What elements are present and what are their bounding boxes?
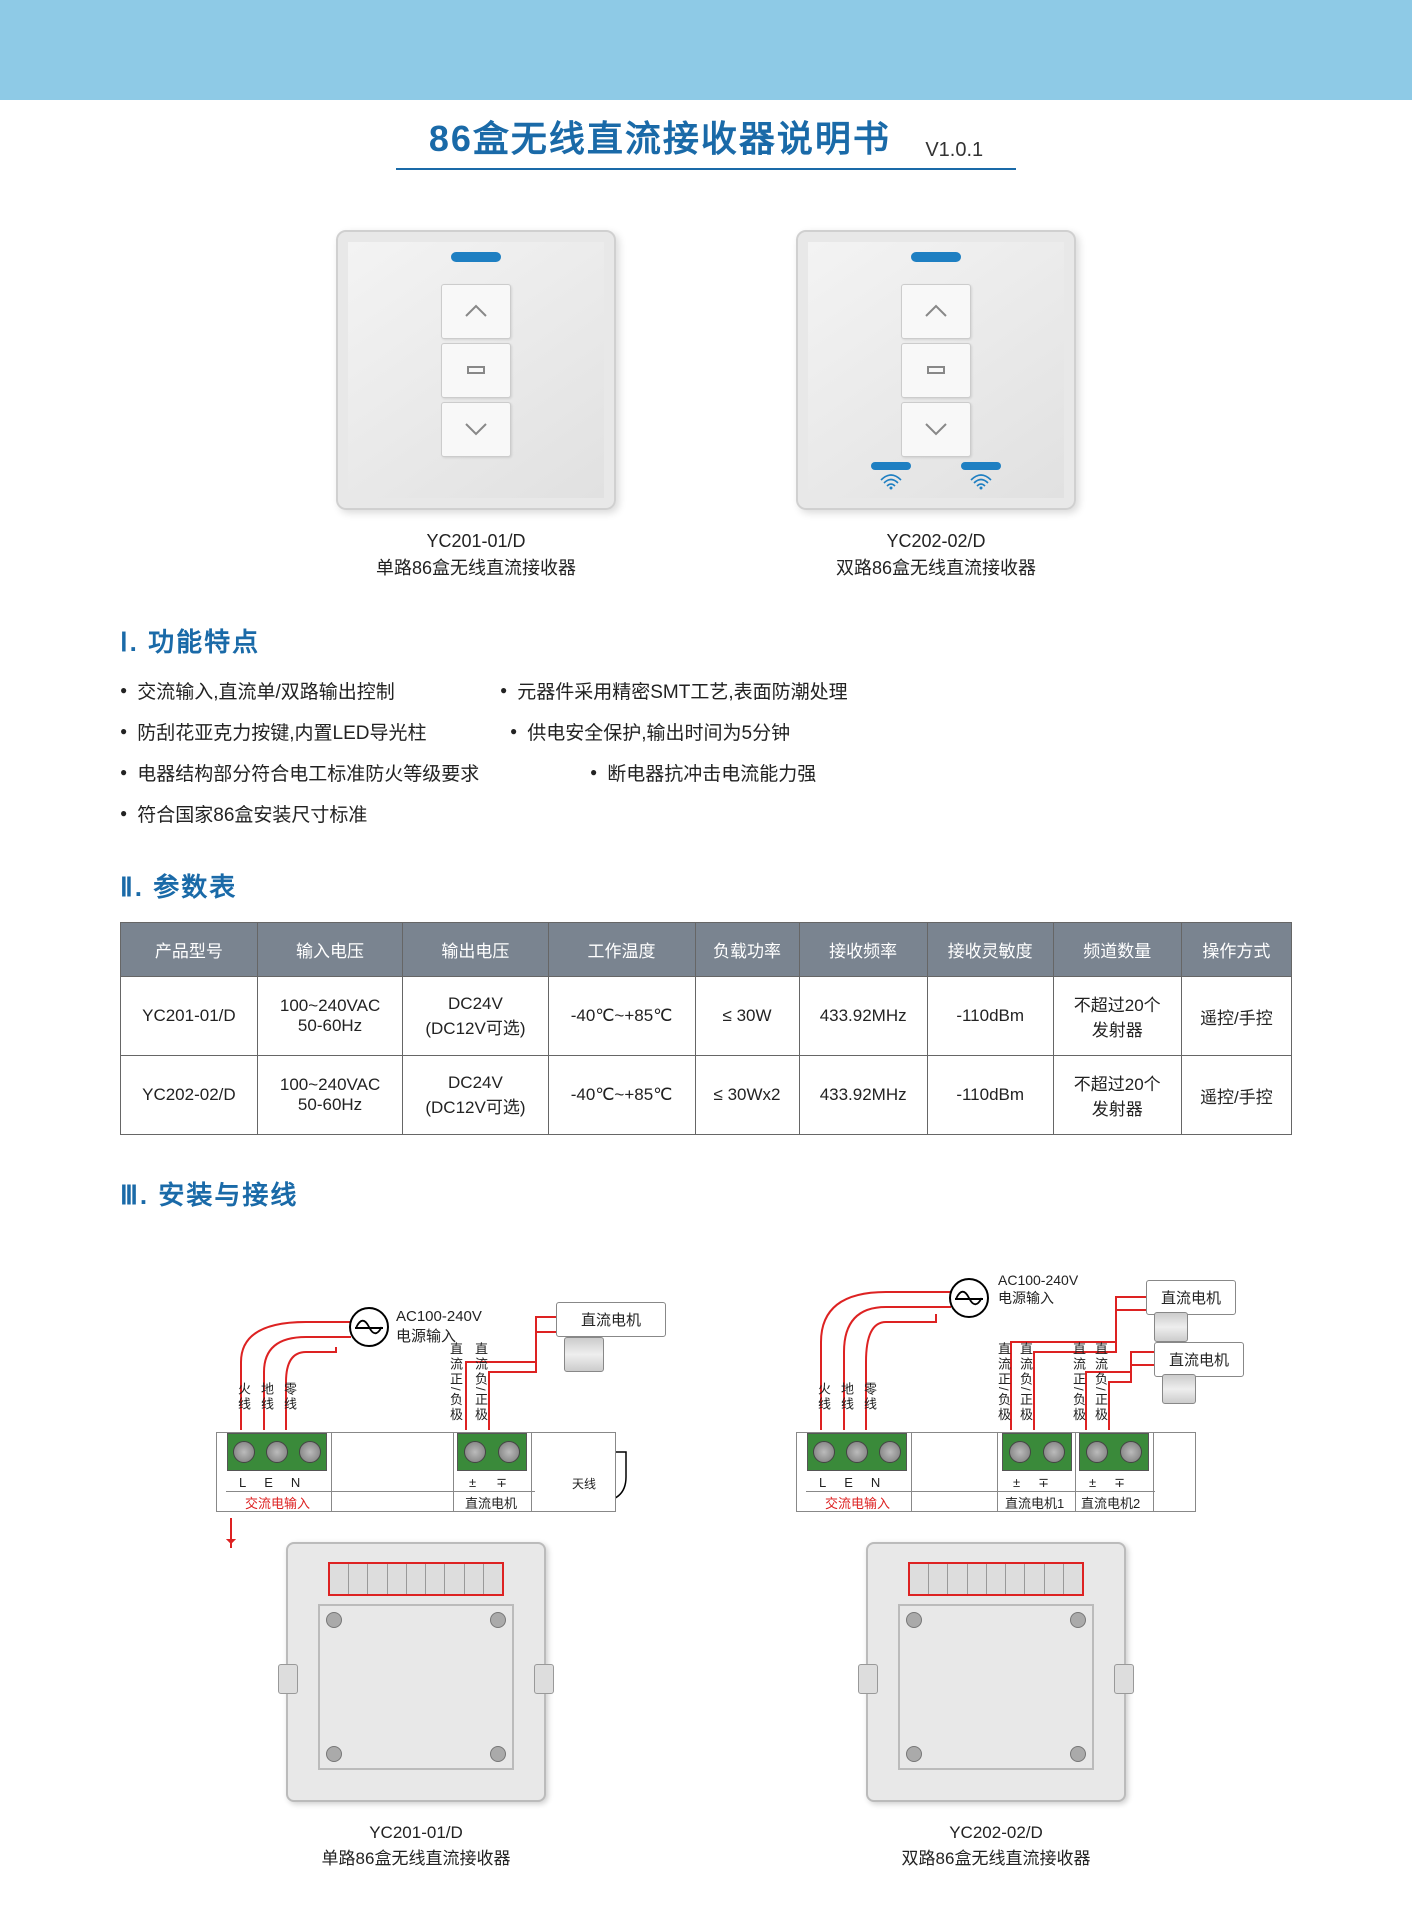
spec-cell: -110dBm	[927, 1056, 1053, 1135]
section-spec: Ⅱ. 参数表 产品型号输入电压输出电压工作温度负载功率接收频率接收灵敏度频道数量…	[0, 867, 1412, 1135]
header-bar	[0, 0, 1412, 100]
feature-item: 元器件采用精密SMT工艺,表面防潮处理	[500, 677, 920, 704]
led-indicator	[911, 252, 961, 262]
motor-label-box: 直流电机	[556, 1302, 666, 1337]
spec-header: 输入电压	[257, 923, 403, 977]
spec-row: YC201-01/D100~240VAC 50-60HzDC24V (DC12V…	[121, 977, 1292, 1056]
feature-item: 防刮花亚克力按键,内置LED导光柱	[120, 718, 460, 745]
product-model-1: YC201-01/D	[336, 528, 616, 555]
dc-output-strip	[457, 1433, 527, 1471]
led-indicator	[451, 252, 501, 262]
switch-panel-dual	[796, 230, 1076, 510]
spec-cell: 100~240VAC 50-60Hz	[257, 1056, 403, 1135]
spec-cell: 遥控/手控	[1181, 977, 1291, 1056]
ac-source-icon	[349, 1307, 389, 1347]
feature-item: 供电安全保护,输出时间为5分钟	[510, 718, 840, 745]
box-back-dual	[866, 1542, 1126, 1802]
feature-item: 断电器抗冲击电流能力强	[590, 759, 930, 786]
spec-cell: YC201-01/D	[121, 977, 258, 1056]
down-button	[441, 402, 511, 457]
wifi-indicators	[871, 462, 1001, 490]
wiring-dual: AC100-240V 电源输入 直流电机 直流电机 火线 地线 零线 直流正/负…	[766, 1242, 1226, 1871]
spec-cell: -40℃~+85℃	[548, 977, 695, 1056]
spec-cell: 100~240VAC 50-60Hz	[257, 977, 403, 1056]
wiring-desc-2: 双路86盒无线直流接收器	[766, 1846, 1226, 1872]
motor-icon	[564, 1337, 604, 1372]
feature-item: 电器结构部分符合电工标准防火等级要求	[120, 759, 540, 786]
motor1-icon	[1154, 1312, 1188, 1342]
up-button	[441, 284, 511, 339]
ac-label: AC100-240V 电源输入	[396, 1308, 482, 1346]
motor2-icon	[1162, 1374, 1196, 1404]
products-row: YC201-01/D 单路86盒无线直流接收器 YC202-02/D 双路	[0, 230, 1412, 582]
switch-panel-single	[336, 230, 616, 510]
product-desc-1: 单路86盒无线直流接收器	[336, 555, 616, 582]
spec-cell: 433.92MHz	[799, 977, 927, 1056]
vline-pos: 直流正/负极	[446, 1342, 465, 1423]
ac-input-strip	[227, 1433, 327, 1471]
wifi-icon	[880, 474, 902, 490]
product-dual: YC202-02/D 双路86盒无线直流接收器	[796, 230, 1076, 582]
spec-row: YC202-02/D100~240VAC 50-60HzDC24V (DC12V…	[121, 1056, 1292, 1135]
stop-button	[441, 343, 511, 398]
product-model-2: YC202-02/D	[796, 528, 1076, 555]
antenna-label: 天线	[572, 1475, 596, 1492]
spec-cell: DC24V (DC12V可选)	[403, 1056, 548, 1135]
ac-source-icon	[949, 1278, 989, 1318]
spec-header: 频道数量	[1053, 923, 1181, 977]
connector-arrow	[230, 1518, 232, 1548]
page-title: 86盒无线直流接收器说明书	[429, 110, 891, 162]
product-single: YC201-01/D 单路86盒无线直流接收器	[336, 230, 616, 582]
spec-cell: DC24V (DC12V可选)	[403, 977, 548, 1056]
title-underline	[396, 168, 1016, 170]
spec-header: 工作温度	[548, 923, 695, 977]
up-button	[901, 284, 971, 339]
motor1-box: 直流电机	[1146, 1280, 1236, 1315]
ac-label-2: AC100-240V 电源输入	[998, 1272, 1078, 1308]
ac-in-label: 交流电输入	[245, 1493, 310, 1512]
spec-cell: 遥控/手控	[1181, 1056, 1291, 1135]
spec-cell: 不超过20个 发射器	[1053, 977, 1181, 1056]
spec-header: 产品型号	[121, 923, 258, 977]
wiring-model-2: YC202-02/D	[766, 1820, 1226, 1846]
down-button	[901, 402, 971, 457]
wiring-model-1: YC201-01/D	[186, 1820, 646, 1846]
wifi-icon	[970, 474, 992, 490]
feature-item: 交流输入,直流单/双路输出控制	[120, 677, 450, 704]
spec-cell: 不超过20个 发射器	[1053, 1056, 1181, 1135]
spec-table: 产品型号输入电压输出电压工作温度负载功率接收频率接收灵敏度频道数量操作方式 YC…	[120, 922, 1292, 1135]
spec-cell: ≤ 30W	[695, 977, 799, 1056]
vline-L: 火线	[234, 1382, 253, 1412]
wiring-single: AC100-240V 电源输入 直流电机 火线 地线 零线 直流正/负极 直流负…	[186, 1242, 646, 1871]
spec-cell: ≤ 30Wx2	[695, 1056, 799, 1135]
spec-header: 接收频率	[799, 923, 927, 977]
terminal-block-dual: LEN ±∓ ±∓ 交流电输入 直流电机1 直流电机2	[796, 1432, 1196, 1512]
vline-E: 地线	[257, 1382, 276, 1412]
section-features: Ⅰ. 功能特点 交流输入,直流单/双路输出控制 元器件采用精密SMT工艺,表面防潮…	[0, 622, 1412, 827]
wiring-desc-1: 单路86盒无线直流接收器	[186, 1846, 646, 1872]
stop-button	[901, 343, 971, 398]
spec-header: 负载功率	[695, 923, 799, 977]
section-wiring: Ⅲ. 安装与接线 AC100-240V 电源输入	[0, 1175, 1412, 1871]
product-desc-2: 双路86盒无线直流接收器	[796, 555, 1076, 582]
section3-title: Ⅲ. 安装与接线	[120, 1175, 1292, 1212]
spec-cell: -110dBm	[927, 977, 1053, 1056]
section2-title: Ⅱ. 参数表	[120, 867, 1292, 904]
section1-title: Ⅰ. 功能特点	[120, 622, 1292, 659]
spec-cell: -40℃~+85℃	[548, 1056, 695, 1135]
spec-header: 操作方式	[1181, 923, 1291, 977]
dc-motor-label: 直流电机	[465, 1493, 517, 1512]
spec-cell: 433.92MHz	[799, 1056, 927, 1135]
vline-N: 零线	[280, 1382, 299, 1412]
box-back-single	[286, 1542, 546, 1802]
terminal-block: LEN ±∓ 交流电输入 直流电机 天线	[216, 1432, 616, 1512]
feature-item: 符合国家86盒安装尺寸标准	[120, 800, 450, 827]
version-label: V1.0.1	[925, 139, 983, 161]
spec-header: 输出电压	[403, 923, 548, 977]
spec-cell: YC202-02/D	[121, 1056, 258, 1135]
spec-header: 接收灵敏度	[927, 923, 1053, 977]
motor2-box: 直流电机	[1154, 1342, 1244, 1377]
vline-neg: 直流负/正极	[471, 1342, 490, 1423]
